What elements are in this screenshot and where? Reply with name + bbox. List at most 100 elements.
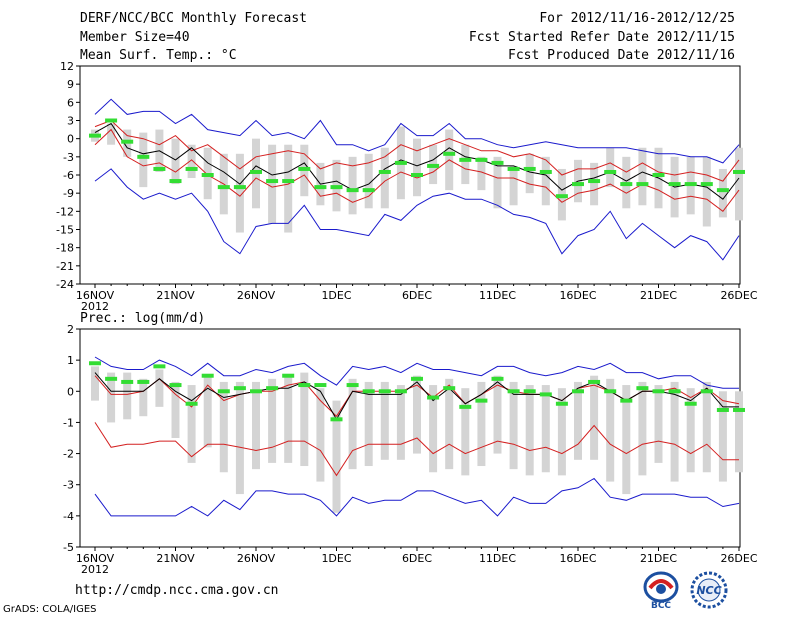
x-tick-label: 21NOV <box>156 289 195 302</box>
x-tick-label: 26DEC <box>720 289 757 302</box>
x-tick-label: 26DEC <box>720 552 757 565</box>
y-tick-label: -4 <box>63 510 74 523</box>
median-marker <box>539 392 552 397</box>
website-url[interactable]: http://cmdp.ncc.cma.gov.cn <box>75 583 279 598</box>
spread-box <box>461 144 470 185</box>
median-marker <box>411 173 423 177</box>
median-marker <box>652 173 665 177</box>
median-marker <box>346 383 359 388</box>
median-marker <box>346 188 359 193</box>
median-marker <box>668 182 681 187</box>
spread-box <box>187 144 196 179</box>
spread-box <box>268 378 277 463</box>
chart-title: DERF/NCC/BCC Monthly Forecast <box>80 11 307 26</box>
median-marker <box>153 166 166 171</box>
precip-title: Prec.: log(mm/d) <box>80 311 205 326</box>
spread-box <box>638 381 647 476</box>
median-marker <box>250 169 262 174</box>
median-marker <box>89 133 101 138</box>
spread-box <box>477 381 486 467</box>
median-marker <box>217 185 230 190</box>
median-marker <box>378 169 391 174</box>
median-marker <box>282 179 295 184</box>
median-marker <box>523 389 536 394</box>
grads-credit: GrADS: COLA/IGES <box>3 604 97 615</box>
y-tick-label: -3 <box>63 479 74 492</box>
x-tick-label: 26NOV <box>237 552 276 565</box>
spread-box <box>364 381 373 467</box>
median-marker <box>201 173 214 177</box>
median-marker <box>105 376 118 381</box>
spread-box <box>445 378 454 470</box>
x-tick-label: 6DEC <box>402 552 432 565</box>
x-tick-label: 6DEC <box>402 289 432 302</box>
spread-box <box>638 147 647 206</box>
median-marker <box>427 395 440 400</box>
median-marker <box>266 386 279 391</box>
median-marker <box>185 166 198 171</box>
ensemble-mean-line <box>94 372 739 421</box>
spread-box <box>654 385 663 463</box>
median-marker <box>733 169 745 174</box>
y-tick-label: -15 <box>56 224 74 237</box>
spread-box <box>541 156 550 206</box>
spread-box <box>284 144 293 233</box>
median-marker <box>266 179 279 184</box>
x-tick-label: 11DEC <box>479 552 516 565</box>
median-marker <box>394 160 407 165</box>
median-marker <box>233 386 246 391</box>
x-tick-label: 16DEC <box>559 552 596 565</box>
y-tick-label: -21 <box>56 260 74 273</box>
median-marker <box>314 383 327 388</box>
median-marker <box>443 151 456 156</box>
median-marker <box>700 389 713 394</box>
median-marker <box>491 160 504 165</box>
x-tick-label: 11DEC <box>479 289 516 302</box>
spread-box <box>380 381 389 460</box>
spread-box <box>139 378 148 417</box>
spread-box <box>316 388 325 482</box>
median-marker <box>588 179 601 184</box>
forecast-period: For 2012/11/16-2012/12/25 <box>539 11 735 26</box>
median-marker <box>137 379 150 384</box>
spread-box <box>91 366 99 401</box>
median-marker <box>716 407 729 412</box>
median-marker <box>378 389 391 394</box>
x-tick-label: 16NOV <box>76 552 115 565</box>
median-marker <box>153 364 166 369</box>
spread-box <box>413 375 421 454</box>
forecast-started-date: Fcst Started Refer Date 2012/11/15 <box>468 30 735 45</box>
spread-box <box>702 381 711 473</box>
spread-box <box>396 385 405 460</box>
spread-box <box>155 369 164 407</box>
spread-box <box>622 385 631 495</box>
spread-box <box>461 388 470 476</box>
median-marker <box>314 185 327 190</box>
median-marker <box>459 404 472 409</box>
y-tick-label: 1 <box>67 354 74 367</box>
y-tick-label: 0 <box>67 133 74 146</box>
y-tick-label: 3 <box>67 115 74 128</box>
bcc-logo: BCC <box>643 571 679 610</box>
median-marker <box>169 383 182 388</box>
spread-box <box>557 388 566 476</box>
median-marker <box>330 417 343 422</box>
median-marker <box>539 169 552 174</box>
spread-box <box>509 381 518 470</box>
spread-box <box>493 375 502 454</box>
median-marker <box>572 389 584 394</box>
spread-box <box>348 378 357 470</box>
member-size-label: Member Size=40 <box>80 30 190 45</box>
y-tick-label: -2 <box>63 448 74 461</box>
median-marker <box>700 182 713 187</box>
median-marker <box>362 188 375 193</box>
median-marker <box>636 386 649 391</box>
median-marker <box>362 389 375 394</box>
x-tick-label: 16DEC <box>559 289 596 302</box>
spread-box <box>590 162 599 206</box>
x-tick-label: 21DEC <box>640 289 677 302</box>
forecast-produced-date: Fcst Produced Date 2012/11/16 <box>508 48 735 63</box>
variable-label: Mean Surf. Temp.: °C <box>80 48 237 63</box>
median-marker <box>555 194 568 199</box>
